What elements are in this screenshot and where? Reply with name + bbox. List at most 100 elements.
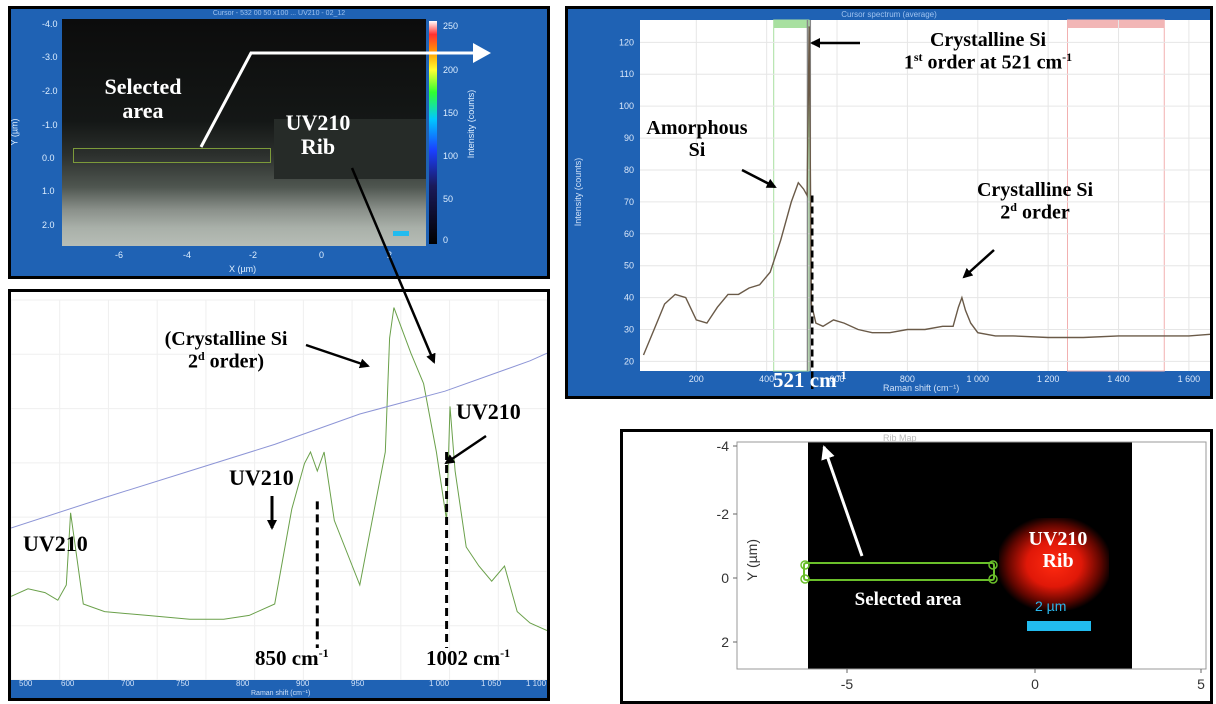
x-tick: 900 bbox=[296, 679, 310, 688]
y-tick-label: 30 bbox=[624, 325, 634, 335]
y-tick-label: -2 bbox=[717, 506, 730, 522]
x-tick: -4 bbox=[183, 250, 192, 260]
colorbar-tick: 50 bbox=[443, 194, 454, 204]
x-tick-label: 200 bbox=[689, 374, 704, 384]
panel-a-header: Cursor - 532 00 50 x100 ... UV210 - 02_1… bbox=[212, 10, 346, 17]
rib-glow bbox=[999, 518, 1109, 610]
x-tick-label: 1 000 bbox=[967, 374, 990, 384]
x-tick-label: 0 bbox=[1031, 676, 1039, 692]
crystalline-text: (Crystalline Si bbox=[164, 328, 288, 350]
order-line: 2d order) bbox=[131, 349, 321, 373]
uv210-label-right: UV210 bbox=[456, 399, 521, 424]
x-tick-label: -5 bbox=[841, 676, 854, 692]
cryst2-post: order bbox=[1016, 201, 1070, 224]
peak-1002-text: 1002 cm bbox=[426, 646, 501, 670]
x-tick-label: 400 bbox=[759, 374, 774, 384]
x-tick: 1 000 bbox=[429, 679, 450, 688]
peak-1002-exp: -1 bbox=[500, 646, 511, 660]
x-tick-label: 1 400 bbox=[1107, 374, 1130, 384]
crystalline-2nd-line1: Crystalline Si bbox=[976, 179, 1094, 201]
peak-850-label: 850 cm-1 bbox=[255, 646, 329, 670]
peak-521-label: 521 cm-1 bbox=[773, 368, 847, 392]
uv210-label-left: UV210 bbox=[23, 531, 88, 556]
selection-box-d[interactable] bbox=[803, 562, 995, 581]
y-tick: -4.0 bbox=[42, 19, 58, 29]
order-number: 2 bbox=[187, 350, 198, 373]
x-tick: 1 100 bbox=[526, 679, 547, 688]
crystalline-2nd-order-label-b: (Crystalline Si 2d order) bbox=[131, 328, 321, 373]
cryst2-sup: d bbox=[1010, 200, 1017, 214]
average-spectrum-chart: 20 30 40 50 60 70 80 90 100 110 120 200 400 600 800 1 0… bbox=[619, 19, 1210, 389]
y-tick: 0.0 bbox=[42, 153, 55, 163]
x-tick: 800 bbox=[236, 679, 250, 688]
rib-label-d: Rib bbox=[1042, 550, 1074, 572]
y-tick: -2.0 bbox=[42, 86, 58, 96]
panel-a-arrow bbox=[199, 43, 491, 148]
y-tick-label: 80 bbox=[624, 165, 634, 175]
selection-handle bbox=[988, 574, 998, 584]
average-spectrum-panel: Cursor spectrum (average) Intensity (cou… bbox=[565, 6, 1213, 399]
selection-handle bbox=[800, 560, 810, 570]
plot-area bbox=[640, 20, 1210, 371]
rib-map-axes: -4 -2 0 2 -5 0 5 bbox=[717, 438, 1207, 692]
colorbar-tick: 250 bbox=[443, 21, 459, 31]
y-tick-label: 120 bbox=[619, 37, 634, 47]
map-scale-label: 2 µm bbox=[1035, 598, 1067, 614]
panel-c-xlabel: Raman shift (cm⁻¹) bbox=[883, 383, 960, 393]
order-rest: order) bbox=[204, 350, 265, 373]
x-tick-label: 1 200 bbox=[1037, 374, 1060, 384]
y-tick-label: 110 bbox=[620, 69, 634, 79]
amorphous-si-label: Amorphous Si bbox=[642, 117, 752, 161]
x-tick: 600 bbox=[61, 679, 75, 688]
y-tick: -1.0 bbox=[42, 120, 58, 130]
panel-a-xlabel: X (µm) bbox=[229, 264, 257, 274]
x-tick: 1 050 bbox=[481, 679, 502, 688]
map-frame bbox=[736, 441, 1207, 670]
crystalline-1st-line1: Crystalline Si bbox=[929, 29, 1047, 51]
peak-521-text: 521 cm bbox=[773, 368, 837, 392]
selection-rectangle[interactable] bbox=[73, 148, 271, 163]
x-tick: -2 bbox=[249, 250, 258, 260]
order-sup: d bbox=[197, 349, 205, 363]
y-tick-label: 0 bbox=[721, 570, 729, 586]
colorbar bbox=[429, 21, 437, 244]
map-scale-bar bbox=[1027, 621, 1091, 631]
cryst2-pre: 2 bbox=[1000, 201, 1011, 224]
selected-area-label: Selected area bbox=[104, 74, 182, 124]
uv210-spectrum-panel: Raman shift (cm⁻¹) 500 600 700 750 800 9… bbox=[8, 289, 550, 701]
uv210-label-d: UV210 bbox=[1028, 528, 1088, 550]
peak-521-exp: -1 bbox=[836, 368, 847, 382]
y-tick: 1.0 bbox=[42, 186, 55, 196]
y-tick-label: 20 bbox=[624, 356, 634, 366]
y-tick: -3.0 bbox=[42, 52, 58, 62]
uv210-spectrum-line bbox=[11, 307, 547, 632]
peak-850-text: 850 cm bbox=[255, 646, 319, 670]
cryst1-post: order at 521 cm bbox=[922, 51, 1063, 74]
band-background-cap bbox=[1067, 20, 1165, 28]
colorbar-tick: 100 bbox=[443, 151, 459, 161]
selection-handle bbox=[800, 574, 810, 584]
peak-1002-label: 1002 cm-1 bbox=[426, 646, 511, 670]
y-tick-label: 100 bbox=[619, 101, 634, 111]
x-tick: 500 bbox=[19, 679, 33, 688]
y-tick-label: 90 bbox=[624, 133, 634, 143]
x-tick: -6 bbox=[115, 250, 124, 260]
selected-area-label-d: Selected area bbox=[854, 589, 962, 610]
rib-map-title: Rib Map bbox=[883, 433, 917, 443]
crystalline-2nd-order-label-c: Crystalline Si 2d order bbox=[960, 179, 1110, 224]
crystalline-2nd-line2: 2d order bbox=[960, 200, 1110, 224]
optical-image-panel: Cursor - 532 00 50 x100 ... UV210 - 02_1… bbox=[8, 6, 550, 279]
uv210-rib-label-d: UV210 Rib bbox=[1018, 528, 1098, 572]
band-amorphous-cap bbox=[773, 20, 809, 28]
crystalline-1st-line2: 1st order at 521 cm-1 bbox=[868, 50, 1108, 74]
amorphous-si-text: Si bbox=[688, 139, 706, 161]
cryst1-exp: -1 bbox=[1062, 50, 1073, 64]
panel-b-xlabel: Raman shift (cm⁻¹) bbox=[251, 690, 311, 697]
colorbar-tick: 200 bbox=[443, 65, 459, 75]
peak-850-exp: -1 bbox=[318, 646, 329, 660]
y-tick-label: -4 bbox=[717, 438, 730, 454]
panel-b-xaxis-bar bbox=[11, 680, 547, 698]
crystalline-1st-order-label: Crystalline Si 1st order at 521 cm-1 bbox=[868, 29, 1108, 74]
uv210-label: UV210 bbox=[285, 110, 351, 135]
uv210-spectrum-chart bbox=[11, 299, 547, 681]
